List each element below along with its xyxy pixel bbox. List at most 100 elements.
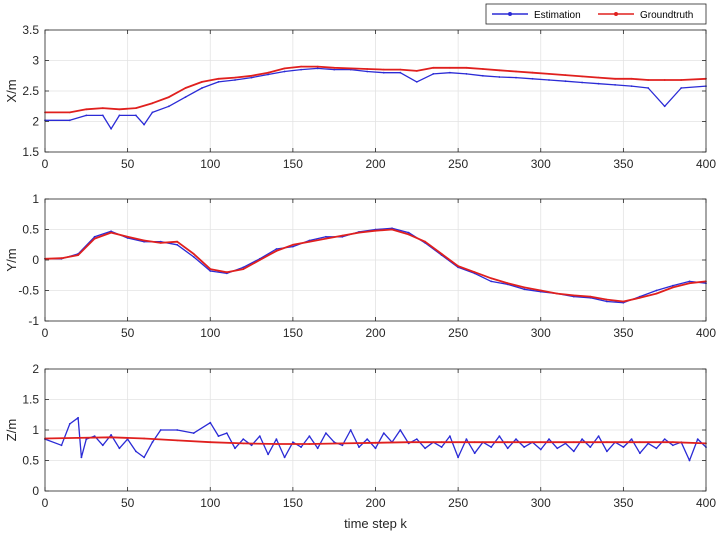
- data-point-estimation: [151, 441, 154, 444]
- y-tick-label: 2.5: [22, 84, 39, 98]
- x-tick-label: 150: [283, 326, 303, 340]
- data-point-groundtruth: [506, 441, 509, 444]
- data-point-estimation: [465, 73, 468, 75]
- data-point-estimation: [60, 444, 63, 447]
- data-point-groundtruth: [672, 441, 674, 444]
- data-point-estimation: [523, 288, 526, 291]
- data-point-groundtruth: [539, 441, 542, 444]
- x-tick-label: 100: [200, 157, 220, 171]
- data-point-groundtruth: [539, 289, 542, 292]
- data-point-estimation: [217, 435, 220, 437]
- data-point-estimation: [192, 432, 195, 434]
- x-tick-label: 250: [448, 157, 468, 171]
- data-point-groundtruth: [449, 66, 451, 69]
- x-tick-label: 300: [531, 157, 551, 171]
- data-point-groundtruth: [341, 442, 344, 445]
- data-point-estimation: [523, 446, 526, 448]
- x-tick-label: 50: [121, 326, 135, 340]
- data-point-groundtruth: [639, 441, 641, 444]
- data-point-estimation: [176, 429, 179, 431]
- y-tick-label: 0: [32, 253, 39, 267]
- data-point-estimation: [68, 119, 71, 122]
- data-point-estimation: [663, 438, 666, 440]
- data-point-estimation: [688, 280, 691, 283]
- data-point-estimation: [688, 459, 691, 462]
- x-tick-label: 250: [448, 326, 468, 340]
- data-point-groundtruth: [374, 229, 377, 232]
- data-point-groundtruth: [184, 87, 187, 89]
- data-point-groundtruth: [639, 296, 641, 299]
- data-point-groundtruth: [217, 77, 220, 80]
- data-point-groundtruth: [382, 68, 385, 71]
- data-point-estimation: [159, 429, 162, 431]
- data-point-estimation: [250, 76, 253, 79]
- data-point-estimation: [672, 444, 674, 447]
- data-point-estimation: [498, 76, 501, 78]
- data-point-estimation: [143, 123, 146, 126]
- data-point-estimation: [176, 243, 179, 246]
- data-point-estimation: [581, 81, 583, 84]
- data-point-estimation: [250, 444, 253, 447]
- y-tick-label: 2: [32, 115, 39, 129]
- data-point-estimation: [225, 432, 228, 434]
- data-point-groundtruth: [209, 268, 212, 270]
- data-point-estimation: [283, 456, 286, 459]
- data-point-estimation: [556, 447, 559, 450]
- x-tick-label: 350: [613, 157, 633, 171]
- data-point-estimation: [606, 450, 608, 453]
- data-point-groundtruth: [176, 439, 179, 442]
- legend: Estimation Groundtruth: [485, 3, 707, 25]
- data-point-estimation: [548, 79, 550, 81]
- data-point-groundtruth: [564, 74, 567, 76]
- data-point-estimation: [449, 71, 451, 74]
- series-line-estimation: [44, 417, 707, 462]
- data-point-estimation: [473, 452, 476, 455]
- data-point-groundtruth: [672, 286, 674, 289]
- y-tick-label: 1.5: [22, 393, 39, 407]
- data-point-estimation: [415, 81, 418, 83]
- data-point-groundtruth: [151, 102, 154, 105]
- data-point-estimation: [424, 447, 426, 450]
- data-point-estimation: [457, 456, 459, 459]
- x-tick-label: 300: [531, 496, 551, 510]
- data-point-groundtruth: [473, 271, 476, 274]
- data-point-groundtruth: [101, 107, 104, 109]
- data-point-estimation: [80, 456, 83, 459]
- x-tick-label: 250: [448, 496, 468, 510]
- data-point-groundtruth: [77, 254, 79, 256]
- data-point-estimation: [341, 444, 344, 447]
- data-point-estimation: [325, 432, 327, 434]
- data-point-estimation: [498, 435, 501, 437]
- data-point-groundtruth: [242, 268, 245, 270]
- data-point-estimation: [267, 73, 269, 76]
- data-point-estimation: [93, 235, 96, 238]
- y-tick-label: 0: [32, 484, 39, 498]
- data-point-groundtruth: [209, 441, 212, 444]
- data-point-estimation: [432, 73, 435, 75]
- x-tick-label: 200: [365, 496, 385, 510]
- data-point-estimation: [696, 438, 699, 440]
- y-tick-label: 1.5: [22, 145, 39, 159]
- x-tick-label: 150: [283, 496, 303, 510]
- y-tick-label: 1: [32, 192, 39, 206]
- x-tick-label: 400: [696, 157, 716, 171]
- x-tick-label: 0: [42, 157, 49, 171]
- data-point-estimation: [589, 446, 592, 448]
- data-point-estimation: [440, 446, 443, 448]
- data-point-groundtruth: [68, 111, 71, 114]
- x-tick-label: 0: [42, 326, 49, 340]
- data-point-groundtruth: [225, 271, 228, 274]
- data-point-groundtruth: [366, 68, 369, 70]
- data-point-estimation: [597, 82, 600, 85]
- x-tick-label: 400: [696, 496, 716, 510]
- data-point-estimation: [151, 111, 154, 114]
- data-point-groundtruth: [250, 74, 253, 77]
- data-point-estimation: [490, 446, 493, 448]
- data-point-groundtruth: [300, 65, 302, 68]
- data-point-estimation: [515, 438, 517, 440]
- data-point-estimation: [614, 84, 616, 86]
- data-point-groundtruth: [614, 77, 616, 80]
- y-tick-label: -0.5: [18, 284, 39, 298]
- data-point-estimation: [168, 105, 170, 108]
- x-tick-label: 350: [613, 326, 633, 340]
